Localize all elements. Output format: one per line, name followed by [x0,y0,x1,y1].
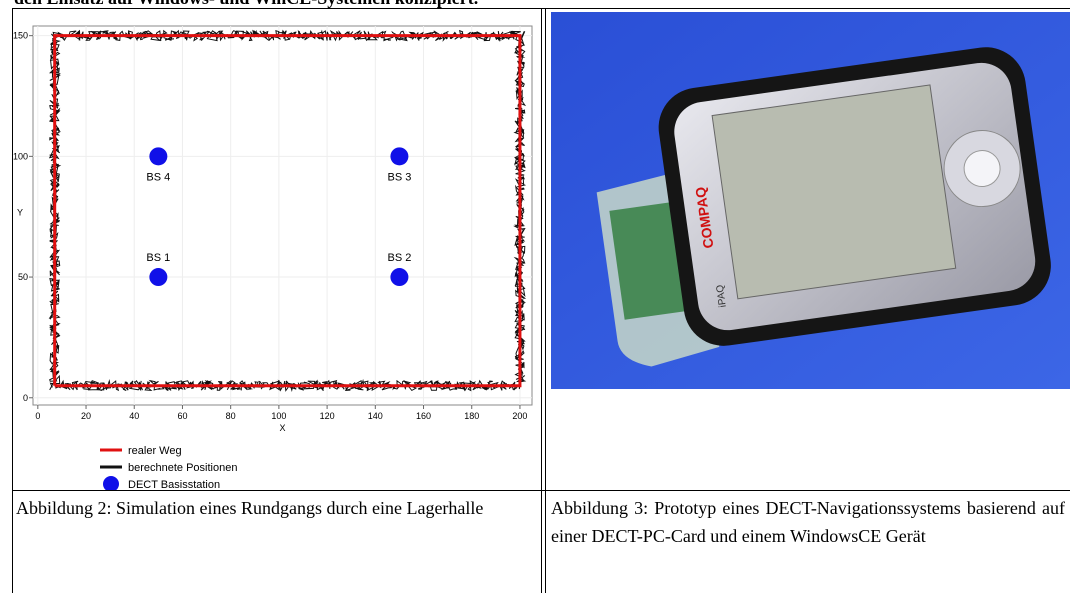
base-station [149,147,168,166]
table-border [12,490,1070,491]
caption-right: Abbildung 3: Prototyp eines DECT-Navigat… [551,498,1065,546]
x-tick-label: 100 [271,411,286,421]
x-tick-label: 20 [81,411,91,421]
device-model: iPAQ [715,284,729,308]
base-station-label: BS 4 [146,171,170,183]
table-border [545,8,546,593]
base-station-label: BS 2 [387,252,411,264]
legend-swatch [103,476,119,490]
y-tick-label: 50 [18,272,28,282]
legend-label: realer Weg [128,445,182,457]
table-border [12,8,13,593]
x-tick-label: 140 [368,411,383,421]
legend-label: berechnete Positionen [128,462,237,474]
base-station-label: BS 3 [387,171,411,183]
x-tick-label: 120 [320,411,335,421]
base-station [149,268,168,287]
intro-text: den Einsatz auf Windows- und WinCE-Syste… [14,0,478,9]
x-tick-label: 200 [512,411,527,421]
figures: COMPAQ iPAQ 0 20 40 60 80 100 120 140 160 180 200 0… [13,12,1070,490]
x-axis-label: X [279,423,285,433]
pda-photo: COMPAQ iPAQ [596,47,1051,367]
table-border [541,8,542,593]
x-tick-label: 60 [177,411,187,421]
x-tick-label: 80 [226,411,236,421]
y-tick-label: 0 [23,393,28,403]
plot-frame [32,25,533,406]
x-tick-label: 40 [129,411,139,421]
y-tick-label: 100 [13,151,28,161]
base-station-label: BS 1 [146,252,170,264]
y-tick-label: 150 [13,31,28,41]
legend-label: DECT Basisstation [128,479,220,490]
pda-button [963,150,1001,188]
x-tick-label: 0 [35,411,40,421]
base-station [390,268,409,287]
y-axis-label: Y [17,208,23,218]
real-path [53,34,522,388]
base-station [390,147,409,166]
caption-left: Abbildung 2: Simulation eines Rundgangs … [16,498,484,518]
pda-screen [711,84,957,300]
x-tick-label: 160 [416,411,431,421]
x-tick-label: 180 [464,411,479,421]
